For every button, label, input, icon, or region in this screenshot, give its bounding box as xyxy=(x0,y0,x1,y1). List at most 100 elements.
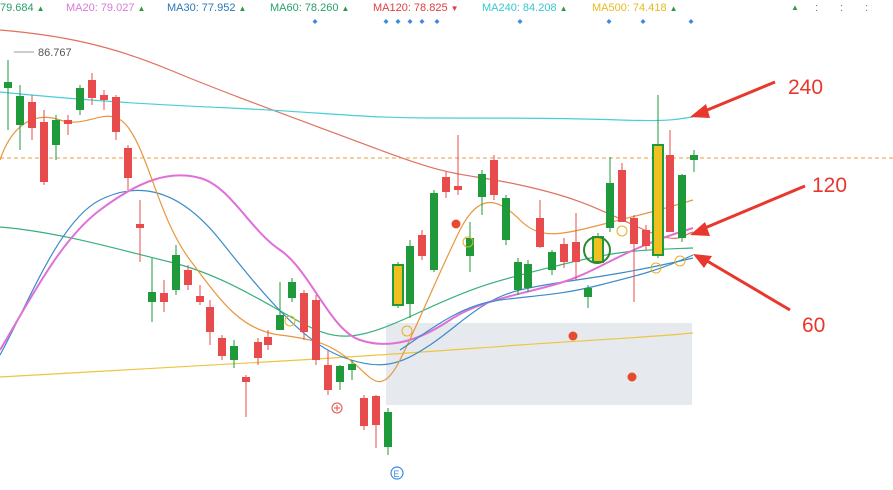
legend-item-ma30: MA30: 77.952 ▲ xyxy=(167,0,246,17)
candle-body xyxy=(276,315,284,330)
legend-ma500-dir-icon: ▲ xyxy=(669,4,678,13)
candle-45 xyxy=(536,200,544,248)
legend-ma30-dir-icon: ▲ xyxy=(238,4,247,13)
signal-dots xyxy=(451,219,637,382)
high-price-label: 86.767 xyxy=(38,47,72,59)
legend-extra-dir-icon: ▲ xyxy=(791,3,799,12)
moving-average-legend: 79.684 ▲ MA20: 79.027 ▲ MA30: 77.952 ▲ MA60: 7… xyxy=(0,0,893,16)
candle-body xyxy=(652,144,664,256)
candle-body xyxy=(254,342,262,358)
candle-49 xyxy=(584,285,592,308)
legend-ma240-value: 84.208 xyxy=(522,2,557,14)
ma240-line xyxy=(0,91,694,122)
candle-body xyxy=(478,174,486,197)
legend-item-ma240: MA240: 84.208 ▲ xyxy=(482,0,568,17)
legend-ma240-dir-icon: ▲ xyxy=(559,4,568,13)
legend-ma20-name: MA20: xyxy=(66,2,98,14)
legend-item-ma20: MA20: 79.027 ▲ xyxy=(66,0,145,17)
candle-1 xyxy=(16,85,24,150)
candle-body xyxy=(678,175,686,238)
legend-ma20-value: 79.027 xyxy=(100,2,135,14)
candle-51 xyxy=(606,157,614,232)
candle-8 xyxy=(100,90,108,110)
candle-41 xyxy=(490,155,498,200)
event-icon xyxy=(401,325,413,337)
legend-ma60-name: MA60: xyxy=(270,2,302,14)
candle-body xyxy=(52,120,60,145)
candle-0 xyxy=(4,60,12,130)
signal-dot xyxy=(451,219,461,229)
arrow-240 xyxy=(699,80,776,115)
candle-9 xyxy=(112,95,120,140)
candle-54 xyxy=(642,225,650,250)
candle-body xyxy=(454,186,462,190)
annotation-arrows xyxy=(690,80,806,312)
arrow-120 xyxy=(699,184,806,232)
candle-31 xyxy=(372,395,380,448)
signal-diamond xyxy=(640,19,646,24)
candle-body xyxy=(406,246,414,304)
candle-57 xyxy=(678,174,686,242)
candle-58 xyxy=(690,150,698,172)
legend-ma120-value: 78.825 xyxy=(413,2,448,14)
event-icon xyxy=(462,236,474,248)
candle-body xyxy=(514,262,522,290)
candle-body xyxy=(442,177,450,192)
candle-body xyxy=(172,255,180,290)
candle-36 xyxy=(430,190,438,272)
candle-35 xyxy=(418,230,426,260)
candle-12 xyxy=(148,258,156,322)
ma20-line xyxy=(0,174,694,351)
e-event-icon xyxy=(390,466,404,480)
candle-body xyxy=(288,282,296,298)
candle-20 xyxy=(242,375,250,417)
candle-34 xyxy=(406,240,414,318)
candle-body xyxy=(136,224,144,228)
candle-7 xyxy=(88,73,96,105)
legend-ma120-name: MA120: xyxy=(373,2,411,14)
candle-body xyxy=(124,148,132,178)
candle-body xyxy=(630,218,638,244)
signal-diamond xyxy=(517,19,523,24)
candle-body xyxy=(392,264,404,306)
candle-17 xyxy=(206,300,214,345)
candle-47 xyxy=(560,238,568,268)
e-event-icon-glyph: E xyxy=(394,469,400,479)
candle-body xyxy=(548,252,556,270)
candle-body xyxy=(4,82,12,88)
event-icons xyxy=(284,225,686,337)
candle-10 xyxy=(124,145,132,190)
candle-body xyxy=(76,88,84,110)
legend-ma500-value: 74.418 xyxy=(632,2,667,14)
candle-43 xyxy=(514,258,522,295)
candle-2 xyxy=(28,95,36,140)
candle-body xyxy=(666,155,674,232)
event-icon xyxy=(650,262,662,274)
candle-body xyxy=(618,170,626,222)
candle-4 xyxy=(52,115,60,160)
plus-event-icon xyxy=(331,402,343,414)
arrow-240-head xyxy=(690,104,710,118)
event-icon xyxy=(674,255,686,267)
legend-ma120-dir-icon: ▼ xyxy=(450,4,459,13)
legend-dots-1: : xyxy=(815,2,819,14)
legend-ma60-value: 78.260 xyxy=(304,2,339,14)
candle-body xyxy=(112,97,120,132)
signal-diamond xyxy=(395,19,401,24)
candle-body xyxy=(88,80,96,98)
candle-body xyxy=(524,264,532,288)
highlight-ring xyxy=(583,236,611,264)
arrow-60 xyxy=(701,256,791,312)
signal-diamond xyxy=(688,19,694,24)
signal-diamond xyxy=(383,19,389,24)
candle-44 xyxy=(524,260,532,292)
legend-item-ma60: MA60: 78.260 ▲ xyxy=(270,0,349,17)
candle-body xyxy=(642,230,650,246)
candle-body xyxy=(384,412,392,447)
candle-body xyxy=(206,307,214,332)
candle-52 xyxy=(618,163,626,222)
candle-30 xyxy=(360,395,368,430)
legend-ma240-name: MA240: xyxy=(482,2,520,14)
candle-body xyxy=(336,366,344,382)
